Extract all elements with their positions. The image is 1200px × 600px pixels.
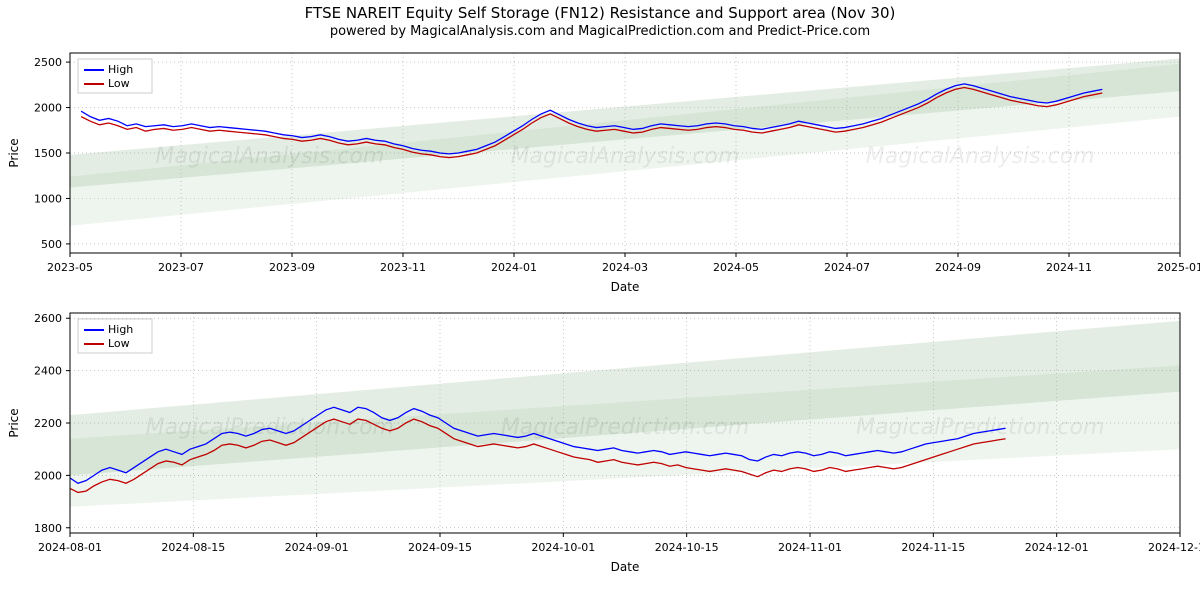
svg-text:2024-07: 2024-07 [824,261,870,274]
svg-text:2023-11: 2023-11 [380,261,426,274]
svg-text:2023-09: 2023-09 [269,261,315,274]
svg-text:2500: 2500 [34,56,62,69]
svg-text:2024-01: 2024-01 [491,261,537,274]
svg-text:Price: Price [7,408,21,437]
chart-subtitle: powered by MagicalAnalysis.com and Magic… [0,22,1200,43]
svg-text:2024-10-15: 2024-10-15 [655,541,719,554]
svg-text:Date: Date [611,280,640,294]
svg-text:MagicalPrediction.com: MagicalPrediction.com [146,415,394,440]
svg-text:2200: 2200 [34,417,62,430]
svg-text:2025-01: 2025-01 [1157,261,1200,274]
svg-text:MagicalAnalysis.com: MagicalAnalysis.com [511,144,740,169]
svg-text:Date: Date [611,560,640,574]
svg-text:MagicalAnalysis.com: MagicalAnalysis.com [866,144,1095,169]
chart-svg-top: MagicalAnalysis.com MagicalAnalysis.com Ma… [0,43,1200,303]
svg-text:2024-12-01: 2024-12-01 [1025,541,1089,554]
svg-text:2024-08-15: 2024-08-15 [161,541,225,554]
svg-text:Price: Price [7,138,21,167]
svg-text:2023-05: 2023-05 [47,261,93,274]
svg-text:2024-12-15: 2024-12-15 [1148,541,1200,554]
svg-text:MagicalPrediction.com: MagicalPrediction.com [501,415,749,440]
svg-text:1500: 1500 [34,147,62,160]
svg-text:2024-05: 2024-05 [713,261,759,274]
svg-text:2000: 2000 [34,469,62,482]
chart-title: FTSE NAREIT Equity Self Storage (FN12) R… [0,0,1200,22]
svg-text:2024-03: 2024-03 [602,261,648,274]
svg-text:1800: 1800 [34,522,62,535]
svg-text:MagicalPrediction.com: MagicalPrediction.com [856,415,1104,440]
svg-text:2024-11-01: 2024-11-01 [778,541,842,554]
svg-text:2023-07: 2023-07 [158,261,204,274]
svg-text:2400: 2400 [34,365,62,378]
svg-text:2024-11-15: 2024-11-15 [901,541,965,554]
svg-text:High: High [108,323,133,336]
svg-text:2024-11: 2024-11 [1046,261,1092,274]
svg-text:2024-09: 2024-09 [935,261,981,274]
svg-text:500: 500 [41,238,62,251]
svg-text:Low: Low [108,337,130,350]
svg-text:High: High [108,63,133,76]
svg-text:2024-09-15: 2024-09-15 [408,541,472,554]
svg-text:MagicalAnalysis.com: MagicalAnalysis.com [155,144,384,169]
chart-panel-bottom: MagicalPrediction.com MagicalPrediction.c… [0,303,1200,583]
svg-text:2024-10-01: 2024-10-01 [531,541,595,554]
svg-text:2600: 2600 [34,312,62,325]
svg-text:2024-08-01: 2024-08-01 [38,541,102,554]
svg-text:Low: Low [108,77,130,90]
chart-panel-top: MagicalAnalysis.com MagicalAnalysis.com Ma… [0,43,1200,303]
svg-text:2024-09-01: 2024-09-01 [285,541,349,554]
svg-text:1000: 1000 [34,192,62,205]
chart-svg-bottom: MagicalPrediction.com MagicalPrediction.c… [0,303,1200,583]
svg-text:2000: 2000 [34,102,62,115]
